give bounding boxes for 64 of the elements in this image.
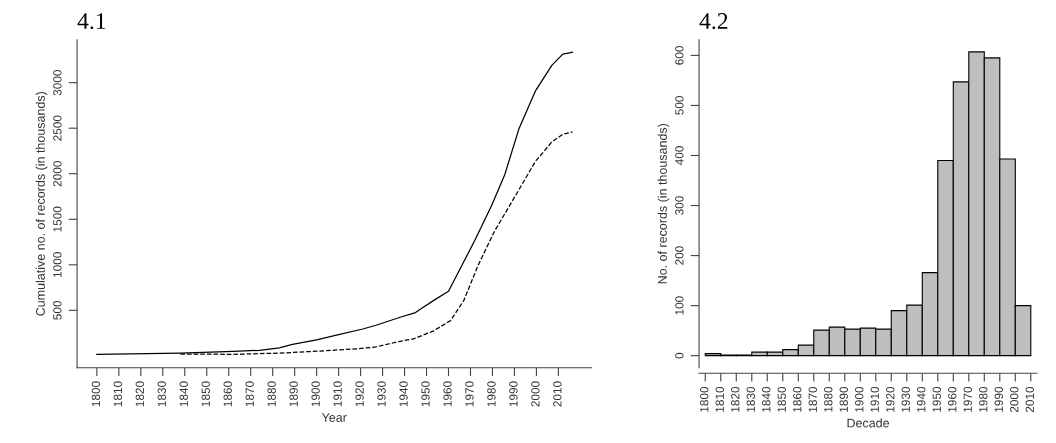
x-tick-label: 1870 bbox=[245, 381, 254, 407]
x-tick-label: 1900 bbox=[855, 386, 864, 412]
y-tick-label: 1000 bbox=[53, 252, 62, 278]
x-tick-label: 1920 bbox=[355, 381, 364, 407]
x-tick-label: 1970 bbox=[963, 386, 972, 412]
x-axis-title: Decade bbox=[847, 418, 890, 428]
y-tick-label: 2500 bbox=[53, 115, 62, 141]
x-tick-label: 1840 bbox=[762, 386, 771, 412]
x-tick-label: 1930 bbox=[377, 381, 386, 407]
x-tick-label: 1860 bbox=[223, 381, 232, 407]
x-tick-label: 1880 bbox=[824, 386, 833, 412]
y-tick-label: 400 bbox=[675, 146, 684, 166]
y-axis-title: No. of records (in thousands) bbox=[657, 123, 670, 284]
x-tick-label: 1910 bbox=[333, 381, 342, 407]
x-tick-label: 1890 bbox=[289, 381, 298, 407]
x-tick-label: 1980 bbox=[979, 386, 988, 412]
y-tick-label: 100 bbox=[675, 296, 684, 315]
y-tick-label: 3000 bbox=[53, 70, 62, 96]
x-tick-label: 1810 bbox=[715, 386, 724, 412]
line-series bbox=[96, 51, 574, 355]
x-tick-label: 1910 bbox=[870, 386, 879, 412]
x-tick-label: 1940 bbox=[399, 381, 408, 407]
x-tick-label: 1820 bbox=[135, 381, 144, 407]
x-tick-label: 1990 bbox=[994, 386, 1003, 412]
x-tick-label: 1990 bbox=[509, 381, 518, 407]
chart-title: 4.2 bbox=[699, 13, 728, 30]
y-tick-label: 0 bbox=[675, 352, 684, 359]
x-tick-label: 1820 bbox=[731, 386, 740, 412]
x-tick-label: 1860 bbox=[793, 386, 802, 412]
x-tick-label: 1980 bbox=[487, 381, 496, 407]
x-tick-label: 1880 bbox=[267, 381, 276, 407]
y-tick-label: 500 bbox=[53, 300, 62, 320]
x-axis-title: Year bbox=[321, 413, 347, 422]
x-tick-label: 1830 bbox=[157, 381, 166, 407]
y-tick-label: 2000 bbox=[53, 161, 62, 187]
x-tick-label: 1930 bbox=[901, 386, 910, 412]
x-tick-label: 1890 bbox=[839, 386, 848, 412]
x-tick-label: 1840 bbox=[179, 381, 188, 407]
y-tick-label: 500 bbox=[675, 96, 684, 115]
x-tick-label: 2010 bbox=[1025, 386, 1034, 413]
x-tick-label: 1850 bbox=[777, 386, 786, 412]
x-tick-label: 1940 bbox=[917, 386, 926, 412]
x-tick-label: 1920 bbox=[886, 386, 895, 412]
x-tick-label: 1870 bbox=[808, 386, 817, 412]
x-tick-label: 1830 bbox=[746, 386, 755, 412]
x-tick-label: 1800 bbox=[700, 386, 709, 412]
y-tick-label: 200 bbox=[675, 246, 684, 265]
x-tick-label: 1960 bbox=[948, 386, 957, 412]
x-tick-label: 1960 bbox=[443, 381, 452, 407]
x-tick-label: 1850 bbox=[201, 381, 210, 407]
x-tick-label: 1800 bbox=[91, 381, 101, 407]
x-tick-label: 1950 bbox=[421, 381, 430, 407]
x-tick-label: 1900 bbox=[311, 381, 320, 407]
chart-title: 4.1 bbox=[77, 13, 106, 30]
x-tick-label: 2010 bbox=[553, 381, 562, 407]
x-tick-label: 2000 bbox=[1010, 386, 1019, 413]
x-tick-label: 1810 bbox=[113, 381, 123, 407]
y-axis-title: Cumulative no. of records (in thousands) bbox=[35, 91, 48, 316]
y-tick-label: 1500 bbox=[53, 206, 62, 232]
x-tick-label: 2000 bbox=[531, 381, 540, 407]
y-tick-label: 300 bbox=[675, 196, 684, 215]
x-tick-label: 1970 bbox=[465, 381, 474, 407]
x-tick-label: 1950 bbox=[932, 386, 941, 412]
y-tick-label: 600 bbox=[675, 46, 684, 65]
